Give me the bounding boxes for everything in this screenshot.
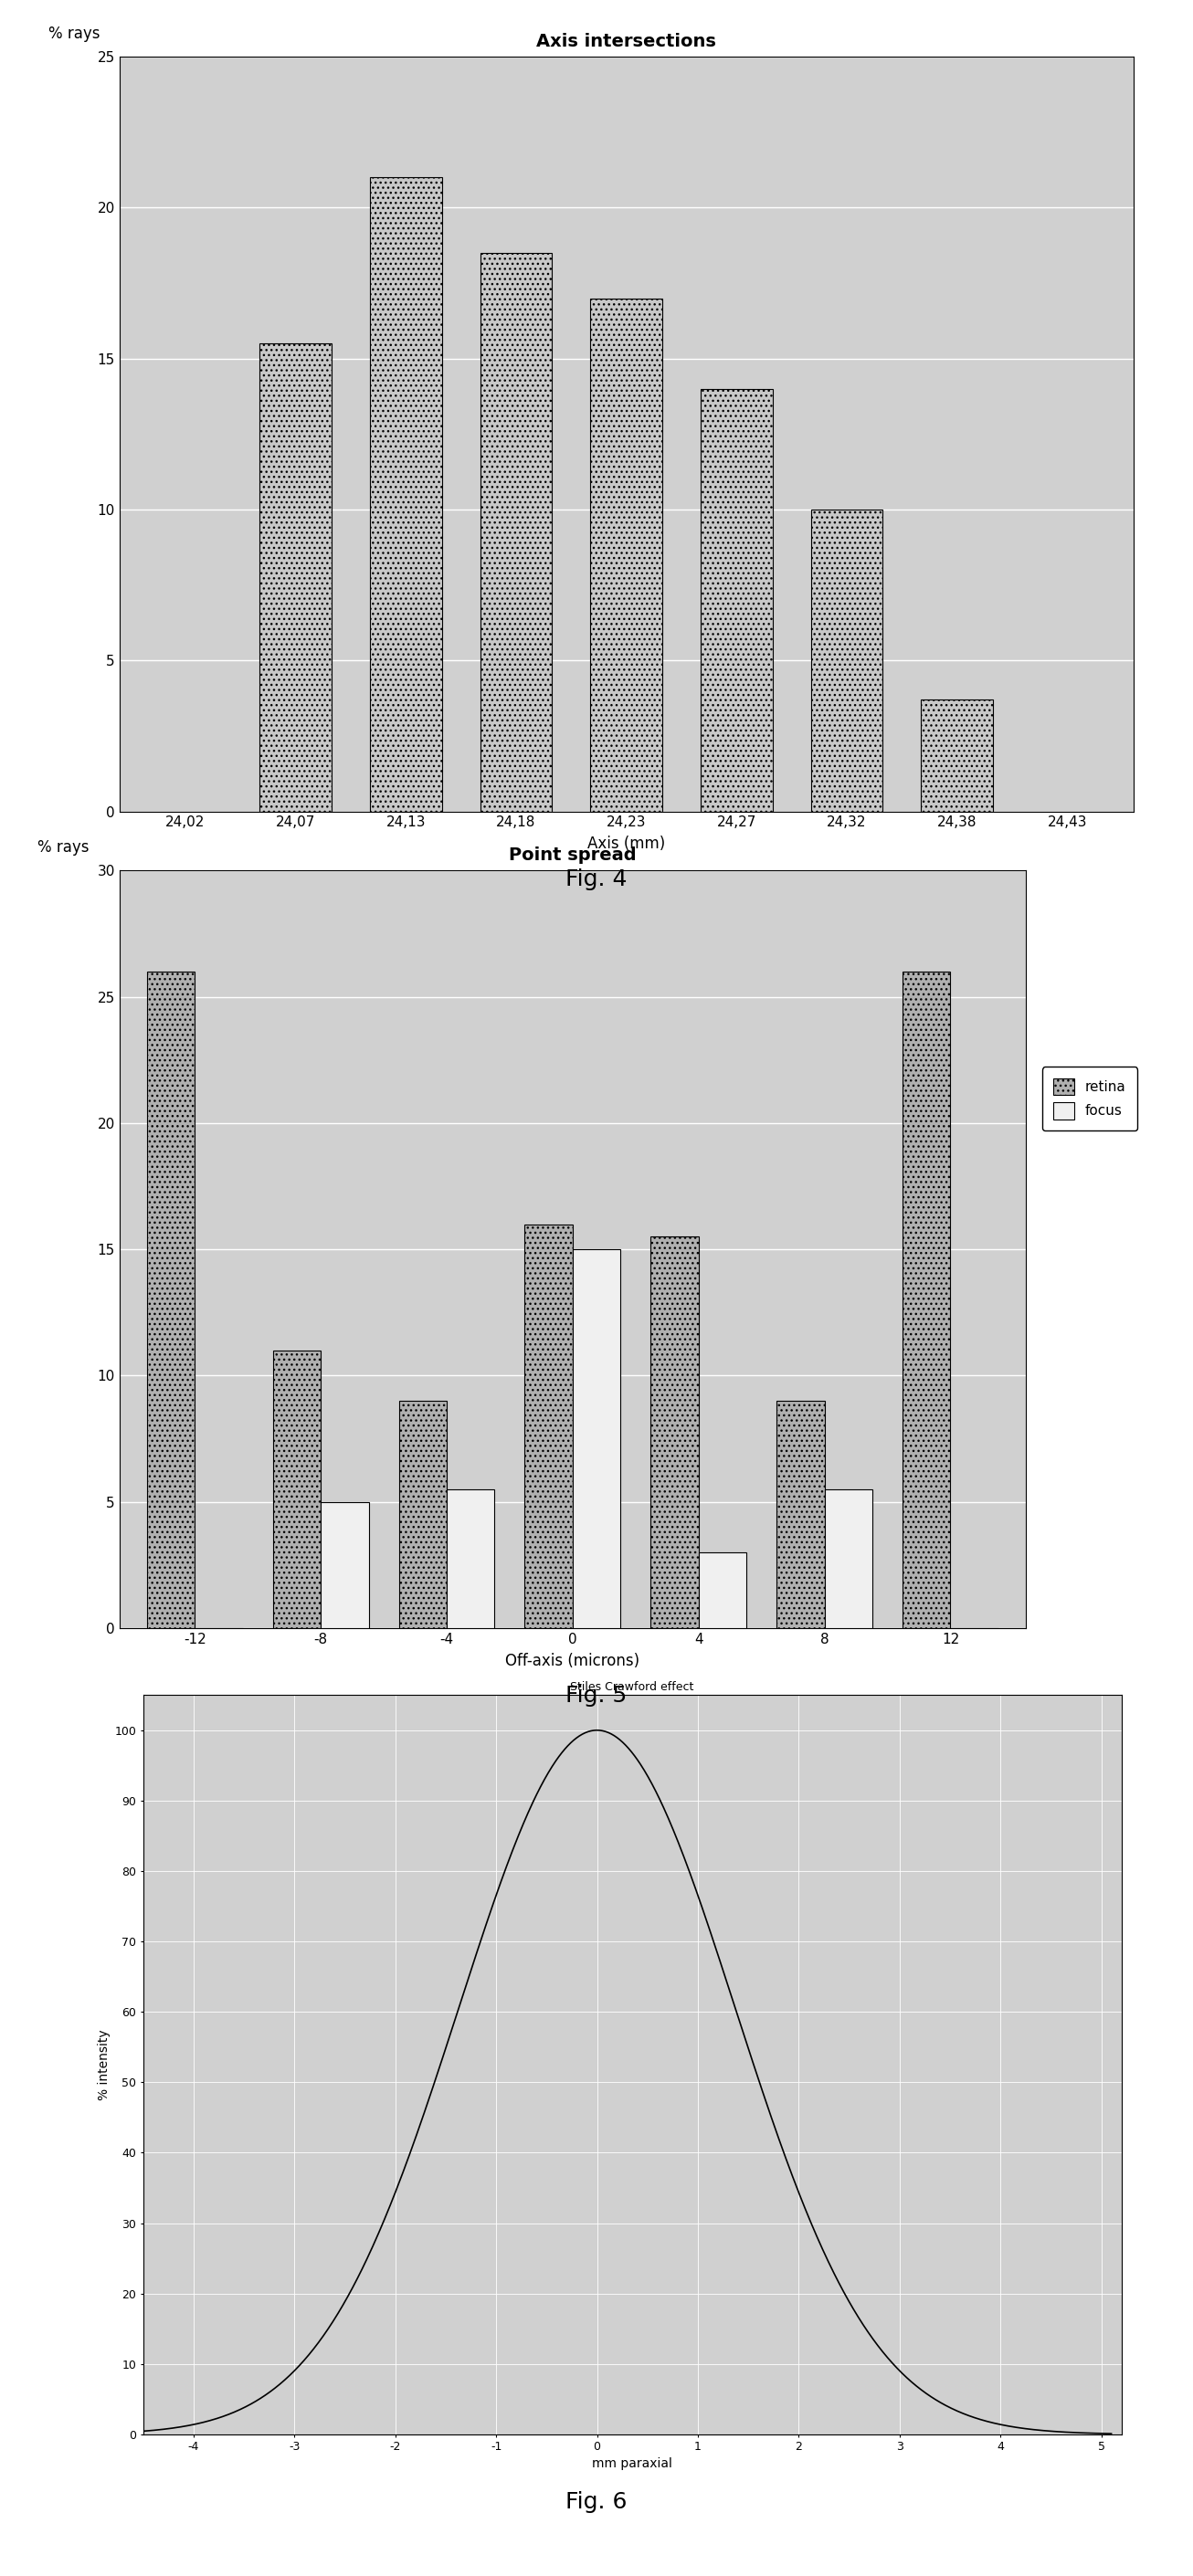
Bar xyxy=(321,1502,369,1628)
Title: Axis intersections: Axis intersections xyxy=(537,33,716,49)
Text: Fig. 6: Fig. 6 xyxy=(565,2491,628,2514)
Bar xyxy=(260,343,332,811)
Bar xyxy=(921,701,993,811)
Bar xyxy=(573,1249,620,1628)
Legend: retina, focus: retina, focus xyxy=(1041,1066,1137,1131)
Bar xyxy=(147,971,194,1628)
Bar xyxy=(591,299,662,811)
Bar xyxy=(777,1401,824,1628)
Bar xyxy=(273,1350,321,1628)
Text: Fig. 4: Fig. 4 xyxy=(565,868,628,891)
Y-axis label: % intensity: % intensity xyxy=(98,2030,111,2099)
Bar xyxy=(398,1401,446,1628)
X-axis label: Off-axis (microns): Off-axis (microns) xyxy=(506,1654,639,1669)
Bar xyxy=(824,1489,872,1628)
Bar xyxy=(650,1236,699,1628)
Bar xyxy=(525,1224,573,1628)
Bar xyxy=(370,178,441,811)
Text: % rays: % rays xyxy=(38,840,89,855)
Bar xyxy=(446,1489,495,1628)
Bar xyxy=(699,1553,747,1628)
Bar xyxy=(811,510,883,811)
Text: Fig. 5: Fig. 5 xyxy=(565,1685,628,1708)
X-axis label: Axis (mm): Axis (mm) xyxy=(587,837,666,853)
Bar xyxy=(481,252,552,811)
Title: Point spread: Point spread xyxy=(509,848,636,863)
Title: Stiles Crawford effect: Stiles Crawford effect xyxy=(570,1680,694,1692)
X-axis label: mm paraxial: mm paraxial xyxy=(592,2458,673,2470)
Bar xyxy=(903,971,951,1628)
Text: % rays: % rays xyxy=(48,26,100,41)
Bar xyxy=(700,389,772,811)
